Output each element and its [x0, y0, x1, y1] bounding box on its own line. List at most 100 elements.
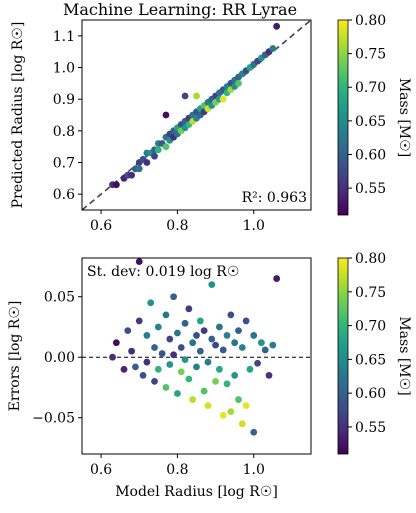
data-point	[162, 384, 170, 391]
data-point	[135, 317, 143, 325]
data-point	[185, 305, 193, 313]
y-tick-label: 0.00	[44, 350, 75, 366]
data-point	[162, 311, 170, 319]
stdev-annotation: St. dev: 0.019 log R☉	[87, 264, 239, 280]
data-point	[170, 293, 178, 301]
data-point	[158, 350, 166, 357]
plot-frame	[81, 257, 312, 455]
data-point	[177, 344, 185, 351]
data-point	[181, 356, 189, 364]
x-tick-label: 0.8	[166, 462, 188, 478]
data-point	[174, 390, 181, 397]
data-point	[250, 332, 258, 339]
colorbar-tick-label: 0.80	[355, 13, 386, 29]
data-point	[151, 152, 158, 160]
y-axis-label: Predicted Radius [log R☉]	[10, 22, 26, 209]
data-point	[238, 344, 246, 351]
y-tick-label: 0.6	[53, 187, 75, 203]
data-point	[174, 329, 181, 337]
data-point	[200, 387, 208, 395]
colorbar-tick-label: 0.55	[355, 181, 386, 197]
colorbar-tick-label: 0.80	[355, 251, 386, 267]
data-point	[128, 347, 136, 355]
data-point	[216, 365, 223, 373]
colorbar-tick-label: 0.70	[355, 319, 386, 335]
x-tick-label: 1.0	[243, 218, 265, 234]
data-point	[238, 420, 246, 428]
data-point	[147, 299, 155, 307]
data-point	[223, 332, 231, 339]
data-point	[135, 165, 143, 173]
x-tick-label: 1.0	[243, 462, 265, 478]
data-point	[154, 323, 162, 331]
data-point	[212, 378, 219, 385]
data-point	[193, 332, 200, 339]
colorbar-label: Mass [M☉]	[396, 78, 412, 157]
data-point	[208, 335, 216, 343]
data-point	[219, 411, 227, 419]
data-point	[162, 111, 170, 119]
data-point	[185, 375, 193, 383]
data-point	[154, 146, 162, 154]
colorbar-tick-label: 0.65	[355, 114, 386, 130]
y-tick-label: 1.0	[53, 61, 75, 77]
data-point	[189, 396, 197, 403]
data-point	[204, 402, 212, 410]
colorbar-label: Mass [M☉]	[396, 316, 412, 395]
data-point	[196, 317, 204, 325]
y-axis-label: Errors [log R☉]	[7, 301, 23, 412]
data-point	[250, 428, 258, 436]
data-point	[112, 339, 120, 347]
colorbar-tick-label: 0.75	[355, 285, 386, 301]
data-point	[143, 159, 151, 166]
data-point	[151, 378, 158, 385]
r-squared-annotation: R²: 0.963	[242, 190, 307, 206]
data-point	[151, 344, 158, 351]
x-tick-label: 0.6	[90, 218, 112, 234]
y-tick-label: 0.7	[53, 156, 75, 172]
data-point	[135, 258, 143, 266]
y-tick-label: 0.8	[53, 124, 75, 140]
data-point	[132, 363, 139, 371]
data-point	[166, 335, 174, 343]
chart-title: Machine Learning: RR Lyrae	[63, 0, 297, 19]
colorbar-tick-label: 0.55	[355, 420, 386, 436]
x-tick-label: 0.8	[166, 218, 188, 234]
data-point	[177, 368, 185, 376]
data-point	[231, 371, 239, 379]
data-point	[143, 358, 151, 366]
data-point	[235, 327, 242, 334]
colorbar-tick-label: 0.65	[355, 352, 386, 368]
data-point	[269, 45, 277, 52]
data-point	[242, 317, 250, 325]
colorbar-tick-label: 0.70	[355, 80, 386, 96]
data-point	[269, 341, 277, 349]
data-point	[261, 346, 269, 354]
data-point	[196, 347, 204, 355]
data-point	[235, 79, 242, 87]
data-point	[162, 143, 170, 151]
data-point	[219, 346, 227, 354]
x-axis-label: Model Radius [log R☉]	[115, 484, 278, 500]
data-point	[257, 339, 265, 347]
data-point	[212, 341, 219, 349]
y-tick-label: −0.05	[32, 411, 75, 427]
data-point	[189, 339, 197, 347]
data-point	[181, 319, 189, 327]
data-point	[193, 363, 200, 371]
data-point	[235, 396, 242, 403]
data-point	[204, 358, 212, 366]
plot-frame	[81, 19, 312, 211]
data-point	[216, 323, 223, 331]
data-point	[193, 92, 200, 100]
data-point	[181, 92, 189, 100]
data-point	[166, 361, 174, 368]
data-point	[208, 281, 216, 289]
data-point	[246, 365, 254, 373]
data-point	[273, 275, 281, 282]
data-point	[170, 351, 178, 359]
colorbar	[337, 19, 349, 216]
data-point	[200, 327, 208, 334]
data-point	[242, 402, 250, 410]
data-point	[219, 95, 227, 103]
